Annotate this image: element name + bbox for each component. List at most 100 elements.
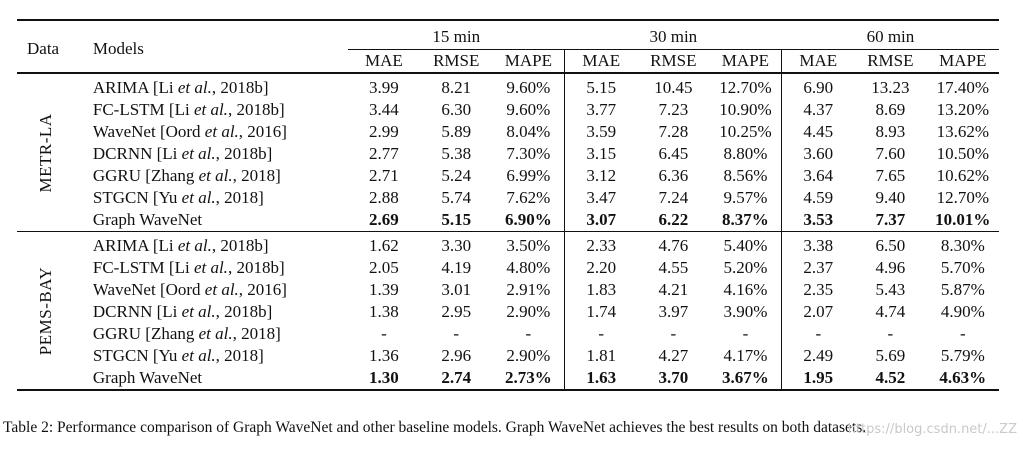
metric-value: 2.05 [369, 258, 399, 277]
metric-value: 1.30 [347, 367, 421, 391]
metric-value: 5.15 [441, 210, 472, 229]
metric-value: 2.74 [420, 367, 493, 391]
model-name-text: FC-LSTM [Li [92, 100, 194, 119]
results-table-wrap: Data Models 15 min 30 min 60 min MAE RMS… [17, 19, 999, 391]
metric-value: 2.91% [492, 279, 566, 301]
header-metric-rmse: RMSE [420, 49, 493, 74]
model-name-text: FC-LSTM [Li [92, 258, 194, 277]
metric-value: 2.88 [369, 188, 399, 207]
metric-value: 1.36 [369, 346, 399, 365]
metric-value: 4.76 [637, 231, 710, 257]
header-horizon-15: 15 min [347, 19, 565, 50]
metric-value: - [492, 323, 566, 345]
model-name-text: Graph WaveNet [92, 368, 203, 387]
metric-value: 3.64 [803, 166, 834, 185]
metric-value: 5.40% [709, 231, 783, 257]
metric-value: 8.93 [875, 122, 906, 141]
metric-value: 7.23 [658, 100, 689, 119]
metric-value: 4.17% [709, 345, 783, 367]
model-name-citation: , 2016] [238, 280, 287, 299]
metric-value: 5.70% [940, 258, 985, 277]
metric-value: 7.30% [492, 143, 566, 165]
metric-value: 17.40% [936, 78, 989, 97]
model-name: GGRU [Zhang et al., 2018] [75, 323, 348, 345]
metric-value: 6.30 [441, 100, 472, 119]
metric-value: 4.27 [658, 346, 689, 365]
metric-value: 3.70 [637, 367, 710, 391]
metric-value: 5.20% [709, 257, 783, 279]
model-name-citation: , 2018b] [215, 144, 273, 163]
metric-value: 4.21 [658, 280, 689, 299]
metric-value: 3.90% [709, 301, 783, 323]
table-row: WaveNet [Oord et al., 2016] 2.99 5.89 8.04%… [17, 121, 999, 143]
metric-value: 4.74 [875, 302, 906, 321]
model-name-citation: , 2018b] [211, 78, 269, 97]
metric-value: 5.15 [586, 78, 617, 97]
metric-value: 8.21 [441, 78, 472, 97]
metric-value: 3.15 [586, 144, 617, 163]
model-name-citation: , 2018b] [211, 236, 269, 255]
model-name-text: GGRU [Zhang [92, 324, 199, 343]
header-row-horizons: Data Models 15 min 30 min 60 min [17, 19, 999, 74]
model-name-italic: et al. [193, 100, 228, 119]
metric-value: 3.77 [586, 100, 617, 119]
metric-value: 3.12 [586, 166, 617, 185]
metric-value: 10.25% [709, 121, 783, 143]
model-name: FC-LSTM [Li et al., 2018b] [75, 99, 348, 121]
model-name-italic: et al. [204, 122, 239, 141]
metric-value: 7.60 [875, 144, 906, 163]
model-name: STGCN [Yu et al., 2018] [75, 187, 348, 209]
metric-value: 8.80% [709, 143, 783, 165]
model-name-italic: et al. [181, 346, 216, 365]
table-row: FC-LSTM [Li et al., 2018b] 3.44 6.30 9.60% 3… [17, 99, 999, 121]
header-metric-mape: MAPE [709, 49, 783, 74]
metric-value: - [815, 324, 822, 343]
metric-value: 3.50% [492, 231, 566, 257]
model-name-citation: , 2016] [238, 122, 287, 141]
table-row: GGRU [Zhang et al., 2018] 2.71 5.24 6.99% 3.… [17, 165, 999, 187]
metric-value: 5.89 [441, 122, 472, 141]
model-name-italic: et al. [177, 78, 212, 97]
metric-value: 2.07 [803, 302, 834, 321]
table-row: DCRNN [Li et al., 2018b] 1.38 2.95 2.90% 1.7… [17, 301, 999, 323]
metric-value: 6.90 [803, 78, 834, 97]
metric-value: 2.95 [441, 302, 472, 321]
model-name-text: DCRNN [Li [92, 302, 182, 321]
header-metric-rmse: RMSE [637, 49, 710, 74]
metric-value: 12.70% [936, 188, 989, 207]
metric-value: 1.62 [347, 231, 421, 257]
model-name: ARIMA [Li et al., 2018b] [74, 231, 348, 257]
header-row-metrics: MAE RMSE MAPE MAE RMSE MAPE MAE RMSE MAP… [17, 49, 999, 74]
metric-value: 8.37% [709, 209, 783, 232]
metric-value: 9.60% [492, 73, 566, 99]
metric-value: 5.79% [940, 346, 985, 365]
metric-value: 10.62% [936, 166, 989, 185]
metric-value: 13.62% [936, 122, 989, 141]
metric-value: 5.43 [875, 280, 906, 299]
model-name-citation: , 2018b] [227, 258, 285, 277]
metric-value: 4.96 [875, 258, 906, 277]
metric-value: 4.37 [803, 100, 834, 119]
metric-value: 1.81 [586, 346, 617, 365]
model-name-italic: et al. [204, 280, 239, 299]
model-name-text: DCRNN [Li [92, 144, 182, 163]
metric-value: 4.63% [926, 367, 999, 391]
metric-value: 1.83 [586, 280, 617, 299]
metric-value: - [453, 324, 460, 343]
metric-value: 2.49 [803, 346, 834, 365]
header-metric-mae: MAE [347, 49, 421, 74]
metric-value: 2.90% [492, 301, 566, 323]
metric-value: 2.20 [586, 258, 617, 277]
metric-value: 3.07 [586, 210, 617, 229]
model-name-text: Graph WaveNet [92, 210, 203, 229]
metric-value: 5.24 [441, 166, 472, 185]
watermark: https://blog.csdn.net/...ZZ [847, 422, 1017, 437]
metric-value: 3.67% [709, 367, 783, 391]
metric-value: 2.35 [803, 280, 834, 299]
metric-value: 4.52 [854, 367, 927, 391]
model-name-italic: et al. [181, 188, 216, 207]
metric-value: 3.53 [803, 210, 834, 229]
header-data: Data [17, 19, 75, 74]
model-name-italic: et al. [181, 144, 216, 163]
metric-value: 8.04% [492, 121, 566, 143]
